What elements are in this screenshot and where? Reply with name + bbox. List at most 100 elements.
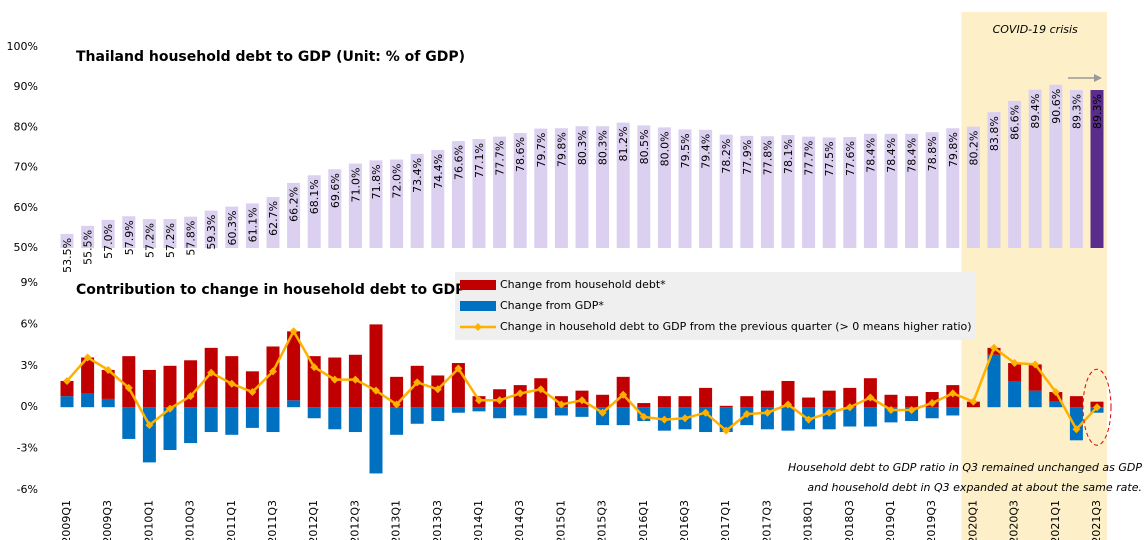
line-marker <box>1093 403 1101 412</box>
bar <box>451 407 465 413</box>
y-tick-label: 90% <box>14 80 38 93</box>
bar <box>781 380 795 408</box>
bar <box>802 136 816 248</box>
bar <box>287 400 301 408</box>
x-tick-label: 2019Q1 <box>884 500 897 540</box>
bar <box>163 219 177 248</box>
data-label: 78.2% <box>720 139 733 174</box>
bar <box>245 407 259 428</box>
bar <box>266 196 280 248</box>
bar <box>410 407 424 424</box>
bar <box>472 139 486 248</box>
line-marker <box>1051 388 1060 397</box>
data-label: 77.7% <box>494 141 507 176</box>
bar <box>1049 392 1063 402</box>
x-tick-label: 2011Q3 <box>266 500 279 540</box>
data-label: 68.1% <box>308 179 321 214</box>
line-marker <box>124 383 133 392</box>
bar <box>245 203 259 248</box>
data-label: 73.4% <box>411 158 424 193</box>
bar <box>905 396 919 408</box>
data-label: 71.8% <box>370 164 383 199</box>
bar <box>287 182 301 248</box>
bar <box>81 393 95 408</box>
bar <box>843 407 857 427</box>
bar <box>575 407 589 417</box>
line-marker <box>104 365 113 374</box>
data-label: 77.9% <box>741 140 754 175</box>
line-marker <box>557 400 566 409</box>
data-label: 83.8% <box>988 116 1001 151</box>
bar <box>966 126 980 248</box>
bar <box>554 407 568 416</box>
y-tick-label: 50% <box>14 241 38 254</box>
x-tick-label: 2018Q1 <box>802 500 815 540</box>
data-label: 76.6% <box>452 145 465 180</box>
legend-label: Change from household debt* <box>500 278 666 291</box>
x-tick-label: 2010Q1 <box>142 500 155 540</box>
data-label: 62.7% <box>267 201 280 236</box>
bar <box>431 407 445 421</box>
line-marker <box>495 396 504 405</box>
bar <box>760 390 774 408</box>
data-label: 79.5% <box>679 133 692 168</box>
line-marker <box>619 390 628 399</box>
x-tick-label: 2017Q1 <box>719 500 732 540</box>
y-tick-label: 70% <box>14 161 38 174</box>
data-label: 80.3% <box>597 130 610 165</box>
bar <box>513 407 527 416</box>
bar <box>493 407 507 419</box>
x-tick-label: 2014Q3 <box>513 500 526 540</box>
bar <box>451 141 465 248</box>
data-label: 57.0% <box>102 224 115 259</box>
line-marker <box>63 376 71 385</box>
legend-swatch <box>474 323 482 331</box>
data-label: 55.5% <box>82 230 95 265</box>
bar <box>905 133 919 248</box>
bar <box>534 407 548 419</box>
bar <box>410 153 424 248</box>
bar <box>266 407 280 433</box>
bar <box>328 169 342 248</box>
data-label: 77.8% <box>761 140 774 175</box>
y-tick-label: 6% <box>21 317 38 330</box>
bar <box>60 396 74 408</box>
bar <box>493 136 507 248</box>
bar <box>122 216 136 248</box>
bar <box>822 137 836 248</box>
line-marker <box>660 415 669 424</box>
bar <box>1069 90 1083 248</box>
x-tick-label: 2010Q3 <box>184 500 197 540</box>
x-tick-label: 2013Q3 <box>431 500 444 540</box>
line-marker <box>681 414 689 423</box>
annotation: and household debt in Q3 expanded at abo… <box>807 481 1142 494</box>
line-marker <box>248 388 257 397</box>
x-tick-label: 2009Q3 <box>101 500 114 540</box>
data-label: 74.4% <box>432 154 445 189</box>
bar <box>390 407 404 435</box>
bar <box>678 396 692 408</box>
bar <box>925 407 939 419</box>
y-tick-label: 9% <box>21 276 38 289</box>
bar <box>1008 380 1022 408</box>
bar <box>122 407 136 439</box>
x-tick-label: 2015Q1 <box>554 500 567 540</box>
bar <box>410 365 424 408</box>
line-marker <box>578 396 586 405</box>
bar <box>719 134 733 248</box>
bar <box>184 216 198 248</box>
bar <box>390 159 404 248</box>
bar <box>163 365 177 408</box>
bar <box>122 356 136 408</box>
data-label: 86.6% <box>1009 105 1022 140</box>
data-label: 79.8% <box>947 132 960 167</box>
x-tick-label: 2018Q3 <box>843 500 856 540</box>
x-tick-label: 2013Q1 <box>390 500 403 540</box>
line-marker <box>269 367 277 376</box>
bar <box>822 390 836 408</box>
bar <box>101 219 115 248</box>
bar <box>637 125 651 248</box>
bar <box>266 346 280 408</box>
x-tick-label: 2011Q1 <box>225 500 238 540</box>
data-label: 80.2% <box>967 131 980 166</box>
